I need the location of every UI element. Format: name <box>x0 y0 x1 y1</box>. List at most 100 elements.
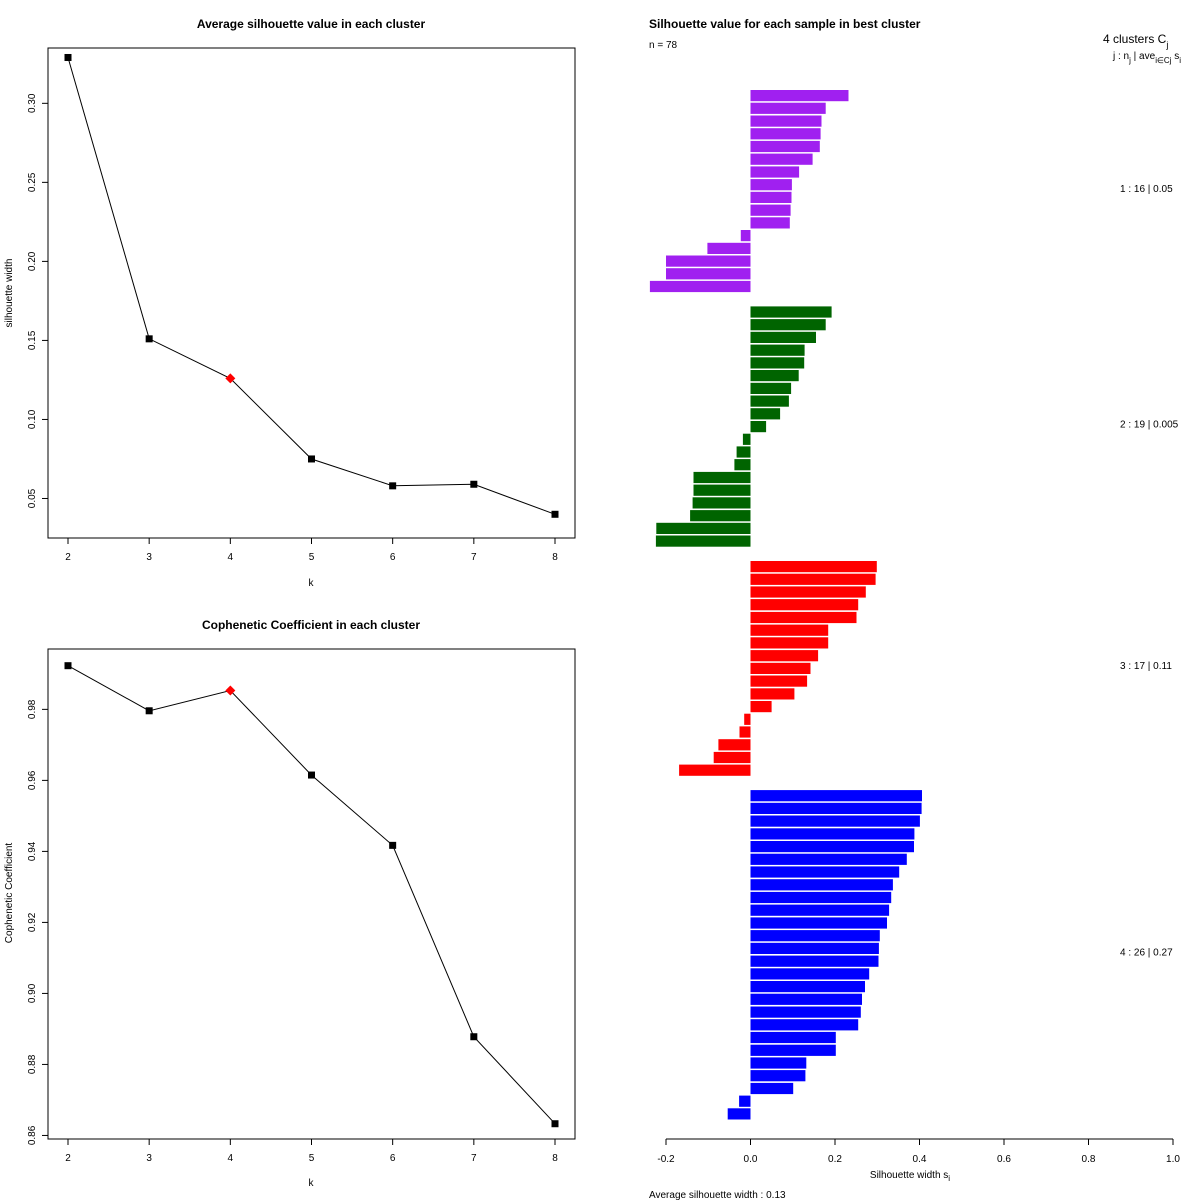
silhouette-bar <box>750 1006 861 1018</box>
p2-ytick-label: 0.90 <box>27 983 38 1003</box>
silhouette-bar <box>750 930 880 942</box>
silhouette-bar-xtick-label: 0.0 <box>744 1154 758 1165</box>
silhouette-bar <box>750 586 866 598</box>
silhouette-bar <box>693 471 751 484</box>
silhouette-bar <box>750 561 877 573</box>
silhouette-bar <box>750 344 805 356</box>
silhouette-bar <box>750 879 893 891</box>
silhouette-bar <box>750 993 862 1005</box>
p2-xtick-label: 7 <box>471 1153 477 1164</box>
silhouette-bar <box>727 1108 751 1120</box>
silhouette-bar <box>750 1057 807 1069</box>
silhouette-bar <box>750 637 829 649</box>
silhouette-bar <box>750 942 879 954</box>
silhouette-bar-xtick-label: 0.6 <box>997 1154 1011 1165</box>
p2-xtick-label: 2 <box>65 1153 71 1164</box>
silhouette-bar <box>750 128 821 140</box>
cluster-legend-heading: 4 clusters Cj j : nj | avei∈Cj si <box>1103 32 1181 65</box>
p2-data-point <box>389 841 397 849</box>
silhouette-bar <box>666 268 751 280</box>
p2-xtick-label: 8 <box>552 1153 558 1164</box>
silhouette-bar <box>750 802 922 814</box>
silhouette-bar <box>750 955 879 967</box>
p1-ytick-label: 0.30 <box>27 93 38 113</box>
silhouette-bar <box>750 166 800 178</box>
silhouette-bar <box>707 242 751 254</box>
p1-ytick-label: 0.20 <box>27 251 38 271</box>
silhouette-bar <box>750 1070 806 1082</box>
silhouette-bar <box>750 841 914 853</box>
p2-xtick-label: 6 <box>390 1153 396 1164</box>
cophenetic-line-plot-frame <box>47 648 576 1140</box>
silhouette-bar-xtick-label: -0.2 <box>657 1154 675 1165</box>
silhouette-bar-xtick-label: 0.4 <box>913 1154 927 1165</box>
silhouette-bar <box>750 331 816 343</box>
silhouette-bar <box>750 688 795 700</box>
silhouette-bar-xtick-label: 0.8 <box>1082 1154 1096 1165</box>
p1-xtick-label: 5 <box>309 552 315 563</box>
silhouette-bar <box>750 408 781 420</box>
silhouette-bar <box>750 624 829 636</box>
silhouette-bar-xlabel: Silhouette width si <box>870 1170 950 1183</box>
silhouette-bar <box>750 1044 836 1056</box>
p1-xtick-label: 2 <box>65 552 71 563</box>
silhouette-bar <box>750 421 767 433</box>
silhouette-bar <box>750 1082 794 1095</box>
silhouette-bar <box>750 1019 859 1031</box>
silhouette-bar <box>740 230 751 242</box>
p1-ytick-label: 0.05 <box>27 488 38 508</box>
p2-data-point <box>551 1120 559 1128</box>
silhouette-bar <box>750 204 791 216</box>
silhouette-bar <box>718 739 751 751</box>
silhouette-bar <box>750 968 870 980</box>
silhouette-line-title: Average silhouette value in each cluster <box>197 17 426 31</box>
p2-data-point <box>145 707 153 715</box>
p2-xtick-label: 5 <box>309 1153 315 1164</box>
cophenetic-line-xlabel: k <box>309 1178 315 1189</box>
silhouette-bar-title: Silhouette value for each sample in best… <box>649 17 921 31</box>
legend-header: j : nj | avei∈Cj si <box>1112 51 1181 65</box>
silhouette-bar <box>656 522 751 534</box>
silhouette-bar <box>692 497 751 509</box>
p1-data-point <box>145 335 153 343</box>
cluster-3-summary-label: 3 : 17 | 0.11 <box>1120 661 1172 672</box>
silhouette-bar <box>690 510 751 522</box>
silhouette-bar <box>750 866 900 878</box>
silhouette-bar <box>750 891 892 904</box>
p2-ytick-label: 0.94 <box>27 841 38 861</box>
silhouette-bar <box>750 701 772 713</box>
silhouette-bar <box>750 191 792 203</box>
silhouette-bar <box>750 917 887 929</box>
silhouette-bar <box>750 395 789 407</box>
silhouette-bar-xtick-label: 1.0 <box>1166 1154 1180 1165</box>
p2-ytick-label: 0.96 <box>27 770 38 790</box>
cluster-1-summary-label: 1 : 16 | 0.05 <box>1120 184 1173 195</box>
p1-data-point <box>551 510 559 518</box>
p1-ytick-label: 0.10 <box>27 409 38 429</box>
silhouette-bar <box>750 790 922 802</box>
silhouette-bar <box>734 459 751 471</box>
silhouette-bar <box>750 179 792 191</box>
p1-best-k-point <box>225 373 236 384</box>
p2-xtick-label: 4 <box>228 1153 234 1164</box>
p1-xtick-label: 8 <box>552 552 558 563</box>
silhouette-bar <box>750 217 790 229</box>
silhouette-bar <box>750 828 915 840</box>
silhouette-bar <box>750 102 826 114</box>
p2-ytick-label: 0.88 <box>27 1054 38 1074</box>
silhouette-bar-panel: Silhouette value for each sample in best… <box>649 17 1181 1200</box>
silhouette-bar <box>750 90 849 102</box>
silhouette-bar <box>750 306 832 318</box>
silhouette-bar <box>736 446 751 458</box>
p2-data-point <box>470 1033 478 1041</box>
silhouette-bar <box>750 357 805 369</box>
silhouette-bar <box>750 382 792 394</box>
p1-data-point <box>64 53 72 61</box>
silhouette-bar <box>750 650 819 662</box>
silhouette-bar <box>739 1095 751 1107</box>
p2-ytick-label: 0.92 <box>27 912 38 932</box>
p1-xtick-label: 3 <box>146 552 152 563</box>
silhouette-line-ylabel: silhouette width <box>4 259 15 328</box>
p1-data-point <box>308 455 315 463</box>
